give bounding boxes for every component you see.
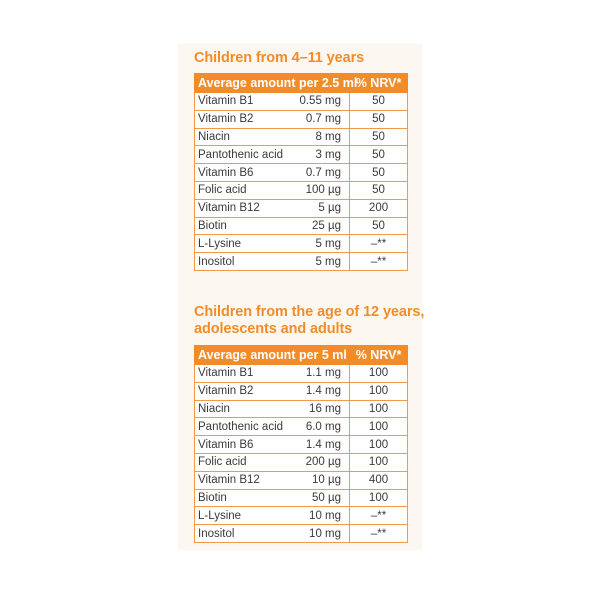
table-header-row: Average amount per 5 ml % NRV*: [193, 345, 409, 365]
nutrient-name: Niacin: [194, 127, 295, 147]
nutrient-name: Vitamin B2: [194, 109, 295, 129]
nutrient-amount: 5 mg: [294, 234, 351, 254]
header-average-amount: Average amount per 2.5 ml: [193, 73, 357, 93]
table-row: Pantothenic acid 6.0 mg 100: [194, 417, 409, 437]
header-average-amount: Average amount per 5 ml: [193, 345, 351, 365]
table-row: Niacin 16 mg 100: [194, 399, 409, 419]
table-row: Biotin 50 µg 100: [194, 488, 409, 508]
section-title-12-plus: Children from the age of 12 years, adole…: [194, 304, 424, 338]
nutrient-name: Inositol: [194, 524, 295, 543]
nutrient-name: Pantothenic acid: [194, 417, 295, 437]
table-row: Vitamin B6 0.7 mg 50: [194, 163, 409, 182]
nutrient-amount: 6.0 mg: [294, 417, 351, 437]
nutrient-amount: 10 µg: [294, 470, 351, 490]
nutrient-amount: 5 mg: [294, 252, 351, 271]
header-nrv: % NRV*: [349, 345, 409, 365]
nutrient-name: Folic acid: [194, 452, 295, 472]
table-row: Vitamin B1 1.1 mg 100: [194, 364, 409, 383]
nutrient-nrv: –**: [349, 524, 409, 543]
nutrient-amount: 0.7 mg: [294, 109, 351, 129]
section-title-children-4-11: Children from 4–11 years: [194, 50, 365, 66]
nutrient-nrv: –**: [349, 252, 409, 271]
nutrient-nrv: 100: [349, 452, 409, 472]
nutrient-amount: 5 µg: [294, 198, 351, 218]
table-row: Vitamin B12 5 µg 200: [194, 198, 409, 218]
nutrient-name: Pantothenic acid: [194, 145, 295, 165]
nutrient-name: Vitamin B12: [194, 470, 295, 490]
nutrient-name: Niacin: [194, 399, 295, 419]
nutrient-nrv: 50: [349, 163, 409, 182]
table-row: Vitamin B1 0.55 mg 50: [194, 92, 409, 111]
nutrition-table-12-plus: Average amount per 5 ml % NRV* Vitamin B…: [193, 345, 409, 543]
nutrient-name: Vitamin B12: [194, 198, 295, 218]
table-row: Biotin 25 µg 50: [194, 216, 409, 236]
nutrient-amount: 1.1 mg: [294, 364, 351, 383]
nutrient-amount: 1.4 mg: [294, 381, 351, 401]
nutrient-amount: 200 µg: [294, 452, 351, 472]
nutrient-amount: 3 mg: [294, 145, 351, 165]
table-row: L-Lysine 5 mg –**: [194, 234, 409, 254]
table-row: L-Lysine 10 mg –**: [194, 506, 409, 526]
nutrition-table-children-4-11: Average amount per 2.5 ml % NRV* Vitamin…: [193, 73, 409, 271]
nutrient-amount: 0.7 mg: [294, 163, 351, 182]
nutrient-nrv: 200: [349, 198, 409, 218]
nutrient-nrv: 100: [349, 417, 409, 437]
nutrient-amount: 10 mg: [294, 524, 351, 543]
table-row: Folic acid 200 µg 100: [194, 452, 409, 472]
nutrient-name: Folic acid: [194, 180, 295, 200]
nutrient-amount: 25 µg: [294, 216, 351, 236]
nutrient-nrv: 100: [349, 399, 409, 419]
table-row: Folic acid 100 µg 50: [194, 180, 409, 200]
nutrient-nrv: 100: [349, 364, 409, 383]
table-row: Vitamin B12 10 µg 400: [194, 470, 409, 490]
nutrient-nrv: 50: [349, 216, 409, 236]
nutrient-nrv: 100: [349, 488, 409, 508]
table-row: Vitamin B2 1.4 mg 100: [194, 381, 409, 401]
table-row: Inositol 5 mg –**: [194, 252, 409, 271]
nutrient-amount: 16 mg: [294, 399, 351, 419]
nutrient-name: Vitamin B2: [194, 381, 295, 401]
nutrient-nrv: 50: [349, 92, 409, 111]
table-header-row: Average amount per 2.5 ml % NRV*: [193, 73, 409, 93]
nutrient-amount: 1.4 mg: [294, 435, 351, 454]
nutrient-amount: 100 µg: [294, 180, 351, 200]
table-row: Pantothenic acid 3 mg 50: [194, 145, 409, 165]
nutrient-nrv: –**: [349, 234, 409, 254]
nutrient-amount: 10 mg: [294, 506, 351, 526]
table-row: Niacin 8 mg 50: [194, 127, 409, 147]
nutrient-amount: 8 mg: [294, 127, 351, 147]
nutrient-nrv: 50: [349, 127, 409, 147]
nutrient-nrv: 50: [349, 109, 409, 129]
nutrient-name: Vitamin B6: [194, 435, 295, 454]
nutrient-name: Vitamin B6: [194, 163, 295, 182]
table-row: Vitamin B6 1.4 mg 100: [194, 435, 409, 454]
nutrient-name: Biotin: [194, 488, 295, 508]
table-row: Inositol 10 mg –**: [194, 524, 409, 543]
section-title-line-1: Children from the age of 12 years,: [194, 304, 425, 320]
nutrient-name: L-Lysine: [194, 234, 295, 254]
nutrient-name: Vitamin B1: [194, 92, 295, 111]
section-title-line-2: adolescents and adults: [194, 321, 353, 337]
nutrient-nrv: 400: [349, 470, 409, 490]
table-row: Vitamin B2 0.7 mg 50: [194, 109, 409, 129]
nutrient-nrv: –**: [349, 506, 409, 526]
header-nrv: % NRV*: [349, 73, 409, 93]
nutrient-name: Biotin: [194, 216, 295, 236]
nutrient-amount: 0.55 mg: [294, 92, 351, 111]
nutrient-name: L-Lysine: [194, 506, 295, 526]
nutrient-nrv: 100: [349, 435, 409, 454]
nutrient-name: Vitamin B1: [194, 364, 295, 383]
nutrient-nrv: 50: [349, 145, 409, 165]
nutrient-nrv: 50: [349, 180, 409, 200]
nutrient-nrv: 100: [349, 381, 409, 401]
nutrient-name: Inositol: [194, 252, 295, 271]
nutrient-amount: 50 µg: [294, 488, 351, 508]
